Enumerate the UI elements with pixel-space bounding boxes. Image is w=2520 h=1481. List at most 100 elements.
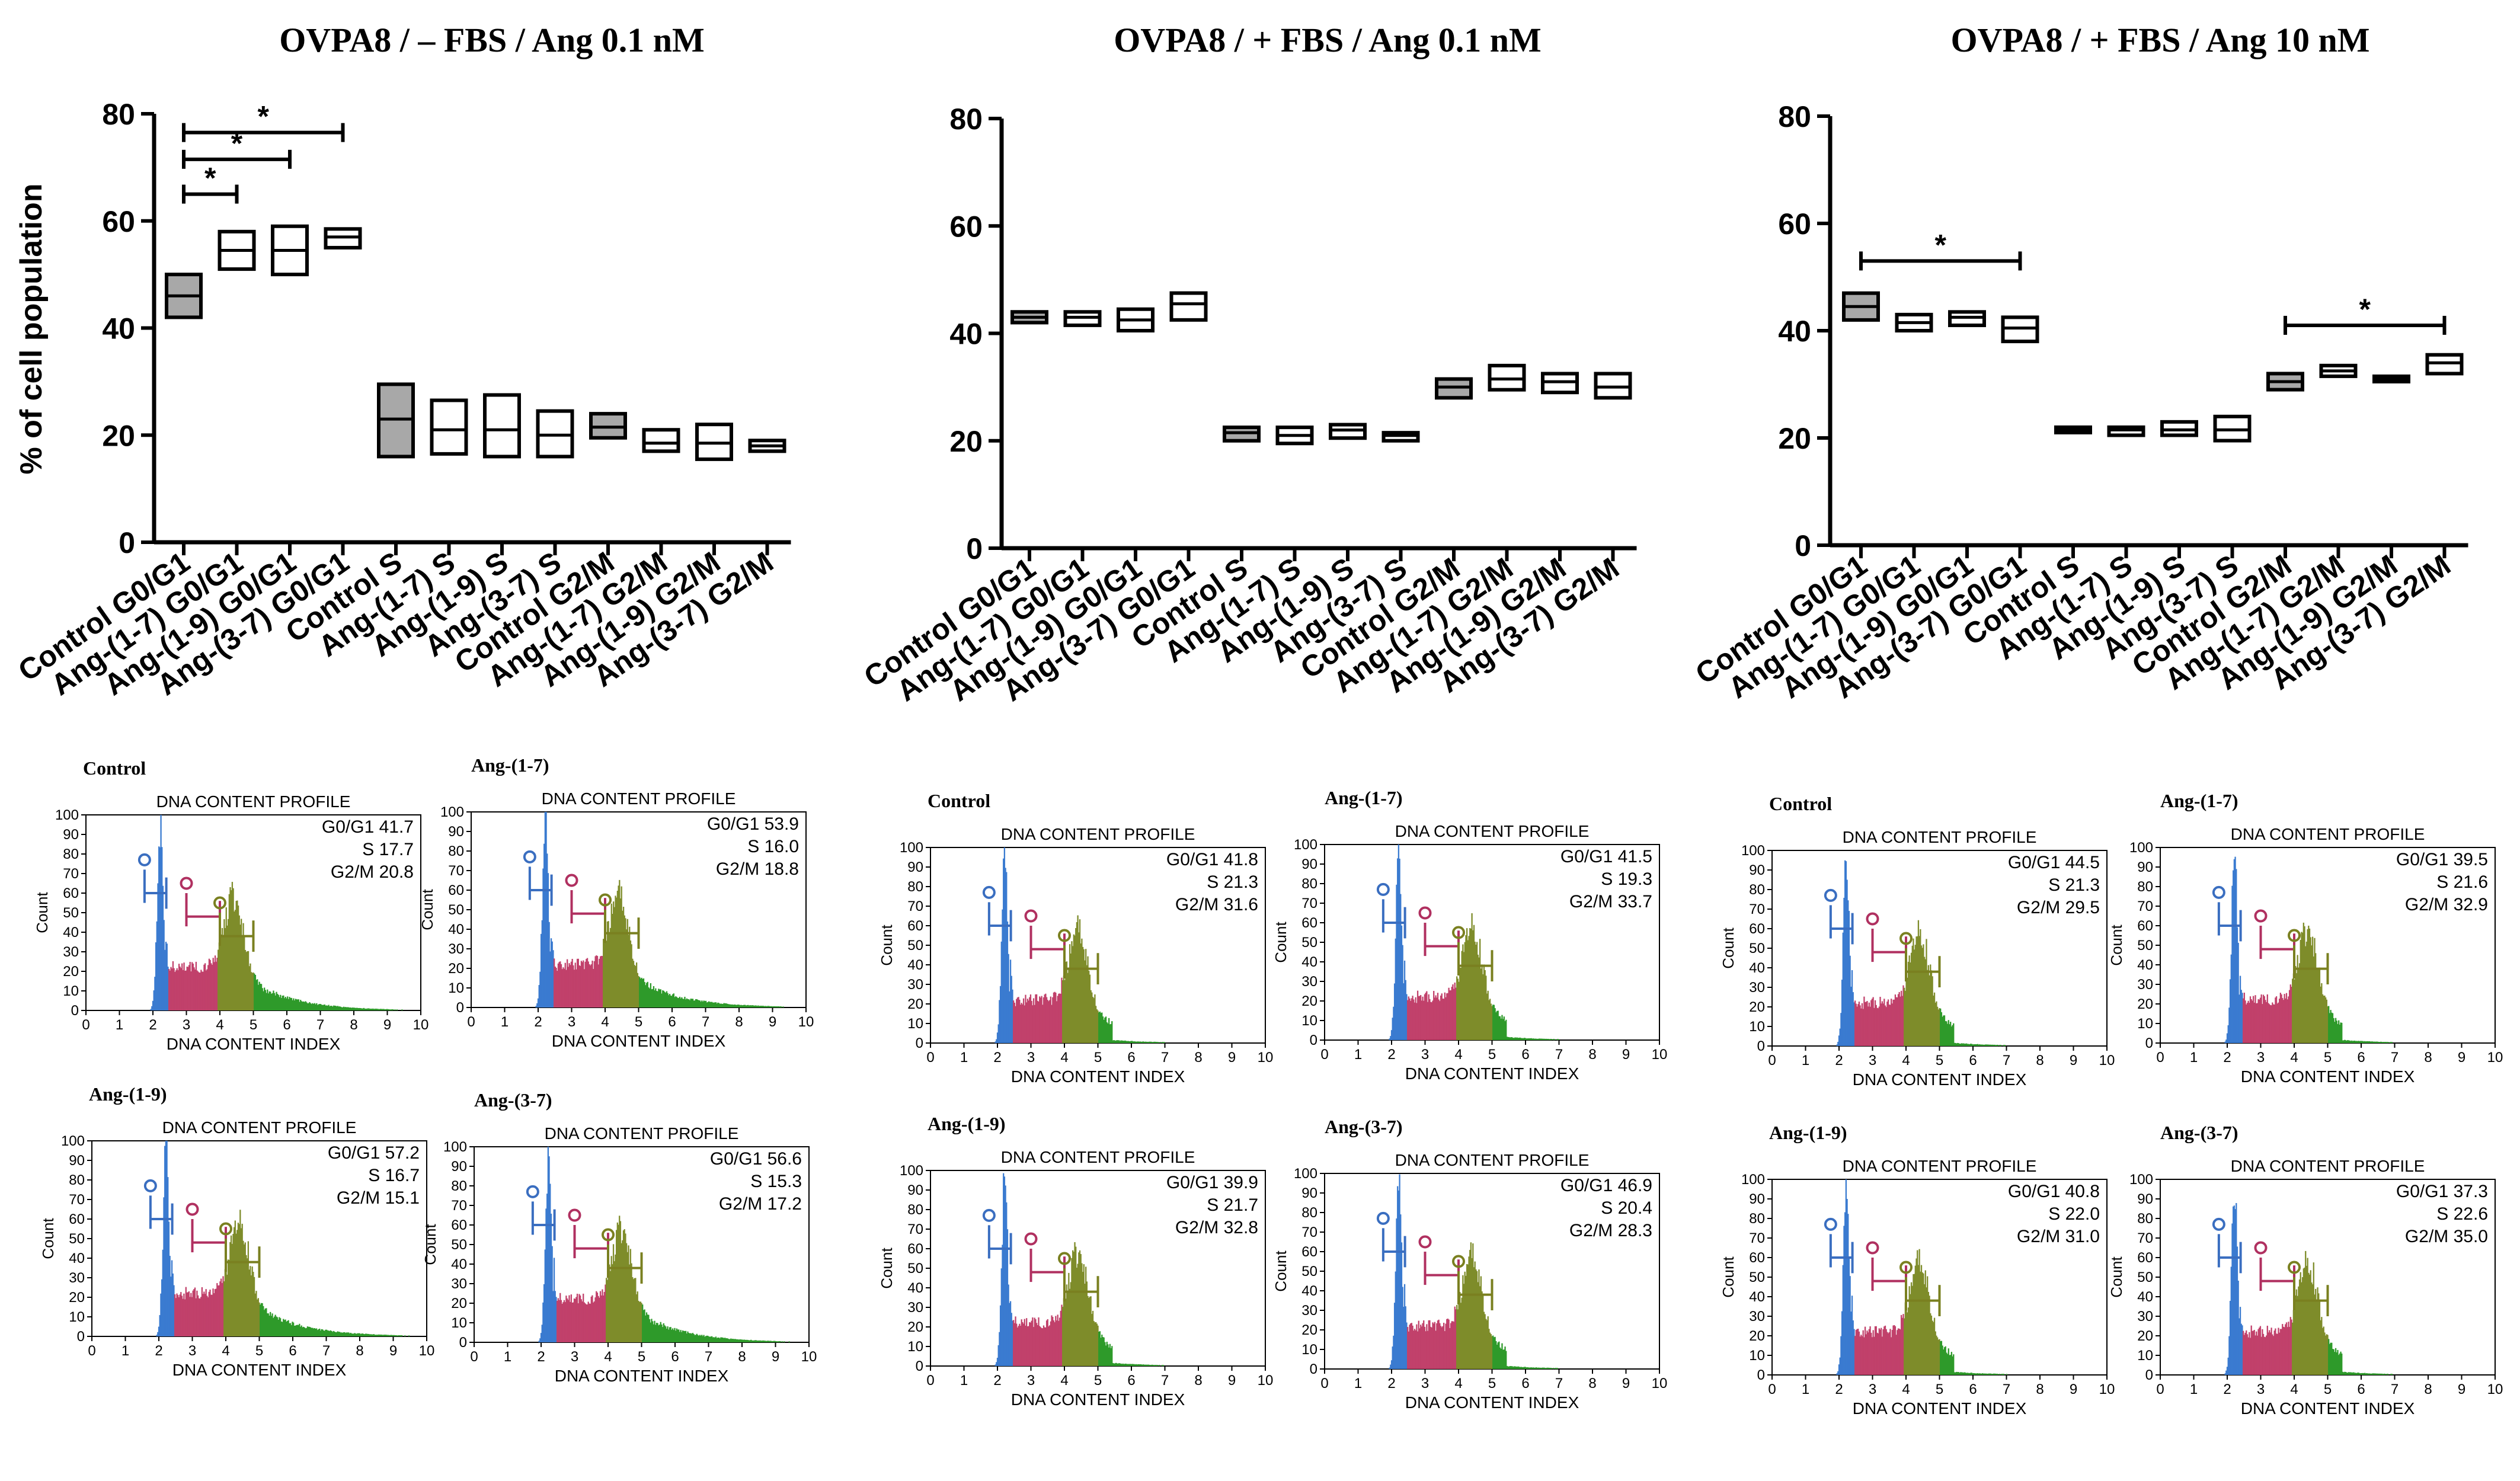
histogram-bar	[1464, 942, 1466, 1040]
histogram-bar	[1413, 1330, 1415, 1369]
y-tick-label: 80	[448, 843, 464, 859]
histogram-bar	[762, 1006, 764, 1007]
histogram-bar	[311, 1328, 312, 1336]
histogram-bar	[1444, 1331, 1446, 1369]
x-tick-label: 0	[88, 1343, 95, 1359]
histogram-bar	[1927, 1291, 1930, 1375]
histogram-bar	[172, 961, 174, 1010]
histogram-bar	[1410, 1323, 1412, 1369]
histogram-bar	[1032, 1005, 1034, 1043]
histogram-bar	[1019, 999, 1021, 1043]
histogram-bar	[657, 991, 658, 1007]
histogram-bar	[1875, 1326, 1877, 1375]
histogram-bar	[1452, 1321, 1454, 1369]
y-tick-label: 90	[448, 824, 464, 840]
histogram-bar	[2361, 1041, 2363, 1043]
box-8	[2213, 414, 2252, 443]
histogram-bar	[2301, 1277, 2304, 1375]
histogram-bar	[2229, 1301, 2231, 1375]
y-tick-label: 80	[907, 879, 923, 895]
histogram-bar	[1473, 1267, 1475, 1369]
histogram-bar	[2339, 1353, 2341, 1375]
histogram-bar	[561, 1304, 563, 1342]
box-1	[1010, 310, 1048, 325]
histogram-bar	[312, 1003, 314, 1010]
histogram-bar	[376, 1009, 378, 1010]
x-tick-label: 8	[2424, 1381, 2432, 1397]
histogram-bar	[1836, 1373, 1838, 1375]
histogram-bar	[571, 958, 573, 1007]
histogram-bar	[738, 1339, 740, 1342]
histogram-bar	[715, 1336, 717, 1342]
histogram-bar	[325, 1329, 327, 1336]
histogram-bar	[2324, 997, 2327, 1043]
histogram-bar	[2305, 941, 2308, 1043]
histogram-bar	[1917, 920, 1920, 1046]
histogram-bar	[665, 1326, 667, 1342]
histogram-bar	[1447, 993, 1449, 1040]
histogram-bar	[2254, 1335, 2256, 1375]
histogram-bar	[1073, 1252, 1074, 1366]
histogram-bar	[773, 1341, 775, 1342]
histogram-bar	[392, 1009, 394, 1010]
histogram-bar	[163, 920, 165, 1010]
histogram-bar	[1075, 928, 1077, 1043]
histogram-bar	[232, 1234, 234, 1336]
histogram-bar	[1006, 1202, 1008, 1366]
histogram-bar	[2340, 1351, 2342, 1375]
histogram-bar	[1389, 1367, 1390, 1369]
histogram-bar	[2310, 1270, 2311, 1375]
histogram-bar	[1534, 1367, 1536, 1369]
histogram-bar	[723, 1003, 725, 1007]
histogram-bar	[1109, 1344, 1111, 1366]
histogram-bar	[1494, 1336, 1496, 1369]
histogram-bar	[1116, 1040, 1118, 1043]
histogram-bar	[691, 999, 693, 1007]
histogram-bar	[1451, 1321, 1453, 1369]
histogram-bar	[1865, 1002, 1867, 1046]
histogram-bar	[613, 907, 615, 1007]
histogram-bar	[360, 1008, 362, 1010]
histogram-bar	[1853, 1329, 1855, 1375]
histogram-bars	[2224, 1202, 2393, 1375]
histogram-bar	[253, 1277, 255, 1336]
histogram-bar	[302, 1327, 303, 1336]
histogram-bar	[1534, 1038, 1536, 1040]
histogram-bar	[1161, 1365, 1163, 1366]
histogram-bar	[549, 951, 551, 1007]
histogram-bar	[1467, 940, 1469, 1040]
histogram-bar	[701, 1000, 703, 1007]
histogram-bar	[240, 1228, 242, 1336]
histogram-bar	[587, 961, 589, 1007]
x-tick-label: 6	[1127, 1050, 1135, 1066]
histogram-bar	[373, 1009, 375, 1010]
histogram-bar	[699, 1000, 701, 1007]
histogram-bar	[2253, 1002, 2255, 1043]
histogram-bar	[1958, 1043, 1959, 1046]
histogram-bar	[628, 1245, 629, 1342]
histogram-bar	[1045, 1320, 1048, 1366]
histogram-bar	[591, 1295, 593, 1342]
histogram-bar	[1894, 1325, 1895, 1375]
histogram-bar	[287, 996, 289, 1010]
histogram-bar	[1452, 984, 1454, 1040]
x-tick-label: 3	[2257, 1381, 2265, 1397]
histogram-bar	[1123, 1364, 1125, 1366]
histogram-bar	[1042, 1328, 1044, 1366]
histogram-bar	[609, 1264, 610, 1342]
histogram-bar	[376, 1335, 378, 1336]
histogram-bar	[257, 979, 258, 1010]
histogram-bar	[280, 1321, 282, 1336]
histogram-bar	[722, 1003, 724, 1007]
histogram-bar	[210, 1294, 212, 1336]
panel-label: Ang-(1-7)	[1325, 787, 1403, 808]
histogram-bar	[203, 964, 205, 1010]
histogram-bar	[1556, 1368, 1558, 1369]
histogram-bar	[1454, 1306, 1456, 1369]
y-tick-label: 10	[69, 1309, 85, 1325]
histogram-bar	[2359, 1373, 2361, 1375]
histogram-bar	[597, 1296, 599, 1342]
histogram-bar	[645, 985, 647, 1007]
histogram-bar	[327, 1330, 328, 1336]
